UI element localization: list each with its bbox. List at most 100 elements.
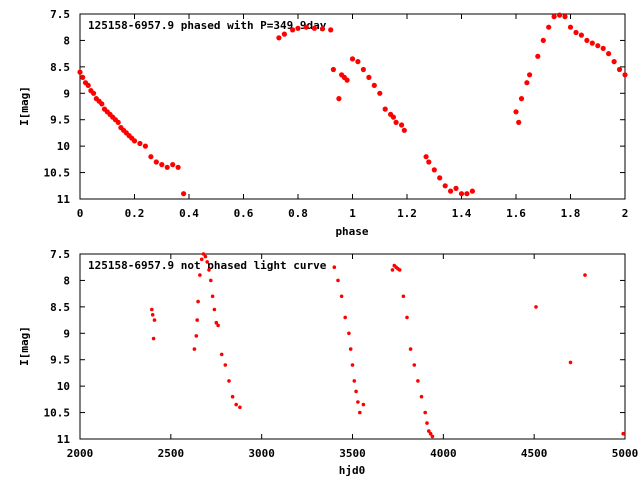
phased-data-point [557,12,563,18]
unphased-data-point [430,434,435,439]
unphased-data-point [348,347,353,351]
unphased-x-tick-label: 4000 [430,447,457,460]
phased-data-point [513,109,519,115]
phased-data-point [330,66,336,73]
phased-x-tick-label: 1.8 [561,207,581,220]
phased-data-point [355,59,361,65]
phased-data-point [469,188,475,194]
phased-data-point [281,31,287,37]
unphased-data-point [427,429,431,433]
phased-data-point [562,14,568,20]
unphased-data-point [198,273,202,277]
unphased-data-point [196,299,200,304]
phased-data-point [164,164,170,170]
unphased-data-point [408,347,413,351]
unphased-data-point [419,394,424,399]
phased-data-point [142,143,148,149]
unphased-y-tick-label: 9.5 [50,354,70,367]
unphased-data-point [216,323,220,328]
unphased-x-tick-label: 4500 [521,447,548,460]
unphased-data-point [428,431,433,436]
phased-x-tick-label: 0.6 [234,207,254,220]
phased-y-tick-label: 9.5 [50,114,70,127]
phased-data-point [360,66,366,73]
unphased-data-point [227,379,231,383]
phased-data-point [611,59,617,65]
phased-data-point [573,29,579,36]
unphased-data-point [339,294,344,299]
phased-data-point [170,162,176,168]
phased-data-point [524,80,530,86]
phased-data-point [622,72,628,78]
unphased-data-point [356,400,360,404]
phased-x-axis-label: phase [335,225,368,238]
phased-chart-title: 125158-6957.9 phased with P=349.9day [88,19,327,32]
phased-y-tick-label: 8 [63,34,70,47]
unphased-y-tick-label: 10.5 [44,407,71,420]
phased-data-point [616,66,623,73]
phased-data-point [390,114,396,120]
unphased-data-point [199,257,204,262]
phased-ticks: 0 0.2 0.4 0.6 0.8 1 1.2 1.4 1.6 1.8 2 7.5 8 8.5 9 9.5 10… [44,8,629,220]
phased-data-point [584,37,590,44]
unphased-data-point [195,318,199,322]
phased-panel: 125158-6957.9 phased with P=349.9day pha… [18,8,628,238]
phased-data-point [85,82,91,88]
phased-y-tick-label: 11 [57,193,71,206]
unphased-data-point [390,268,395,272]
phased-data-point [99,101,105,107]
unphased-ticks: 2000 2500 3000 3500 4000 4500 5000 7.5 8 8.5 9 9.5 1… [44,248,639,460]
unphased-y-tick-label: 9 [63,327,70,340]
phased-data-point [437,175,443,181]
unphased-data-point [361,402,366,407]
phased-data-point [527,72,533,78]
phased-data-point [366,74,372,80]
phased-y-axis-label: I[mag] [18,86,31,126]
phased-data-point [336,96,342,102]
phased-data-point [303,24,309,30]
unphased-data-point [209,278,213,283]
phased-x-tick-label: 1 [349,207,356,220]
phased-x-tick-label: 0.8 [288,207,308,220]
unphased-data-point [347,331,351,336]
unphased-x-tick-label: 3000 [248,447,275,460]
phased-data-point [567,24,574,30]
phased-data-point [290,27,296,33]
unphased-data-point [192,347,197,351]
phased-data-point [371,82,377,88]
unphased-x-tick-label: 2500 [158,447,185,460]
unphased-y-tick-label: 10 [57,380,70,393]
phased-data-point [518,96,525,102]
phased-points [77,12,628,197]
phased-data-point [276,35,282,41]
unphased-data-point [151,336,156,341]
unphased-y-tick-label: 8 [63,274,70,287]
unphased-data-point [205,260,209,264]
unphased-data-point [343,315,348,320]
phased-data-point [578,32,585,38]
unphased-data-point [534,305,538,309]
unphased-y-tick-label: 8.5 [50,301,70,314]
unphased-x-tick-label: 3500 [339,447,366,460]
phased-y-tick-label: 8.5 [50,61,70,74]
unphased-data-point [425,421,429,425]
unphased-data-point [214,320,219,325]
unphased-data-point [352,379,357,383]
phased-data-point [91,90,97,96]
phased-data-point [181,191,187,197]
phased-data-point [401,127,407,133]
unphased-data-point [201,252,206,256]
unphased-data-point [212,307,217,312]
unphased-data-point [219,352,224,357]
unphased-data-point [203,254,208,259]
phased-y-tick-label: 10 [57,140,70,153]
phased-y-tick-label: 7.5 [50,8,70,21]
phased-data-point [442,183,448,189]
phased-x-tick-label: 0.4 [179,207,199,220]
unphased-data-point [207,268,211,272]
phased-data-point [516,119,522,125]
unphased-x-tick-label: 2000 [67,447,94,460]
unphased-data-point [621,431,625,436]
unphased-data-point [397,268,402,272]
unphased-data-point [350,363,355,367]
